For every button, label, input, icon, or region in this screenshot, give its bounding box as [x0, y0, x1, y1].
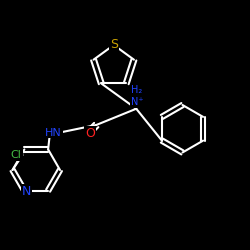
Text: O: O: [85, 127, 95, 140]
Text: Cl: Cl: [11, 150, 22, 160]
Text: S: S: [110, 38, 118, 51]
Text: H₂
N⁺: H₂ N⁺: [131, 86, 144, 107]
Text: N: N: [22, 185, 31, 198]
Text: HN: HN: [46, 128, 62, 138]
